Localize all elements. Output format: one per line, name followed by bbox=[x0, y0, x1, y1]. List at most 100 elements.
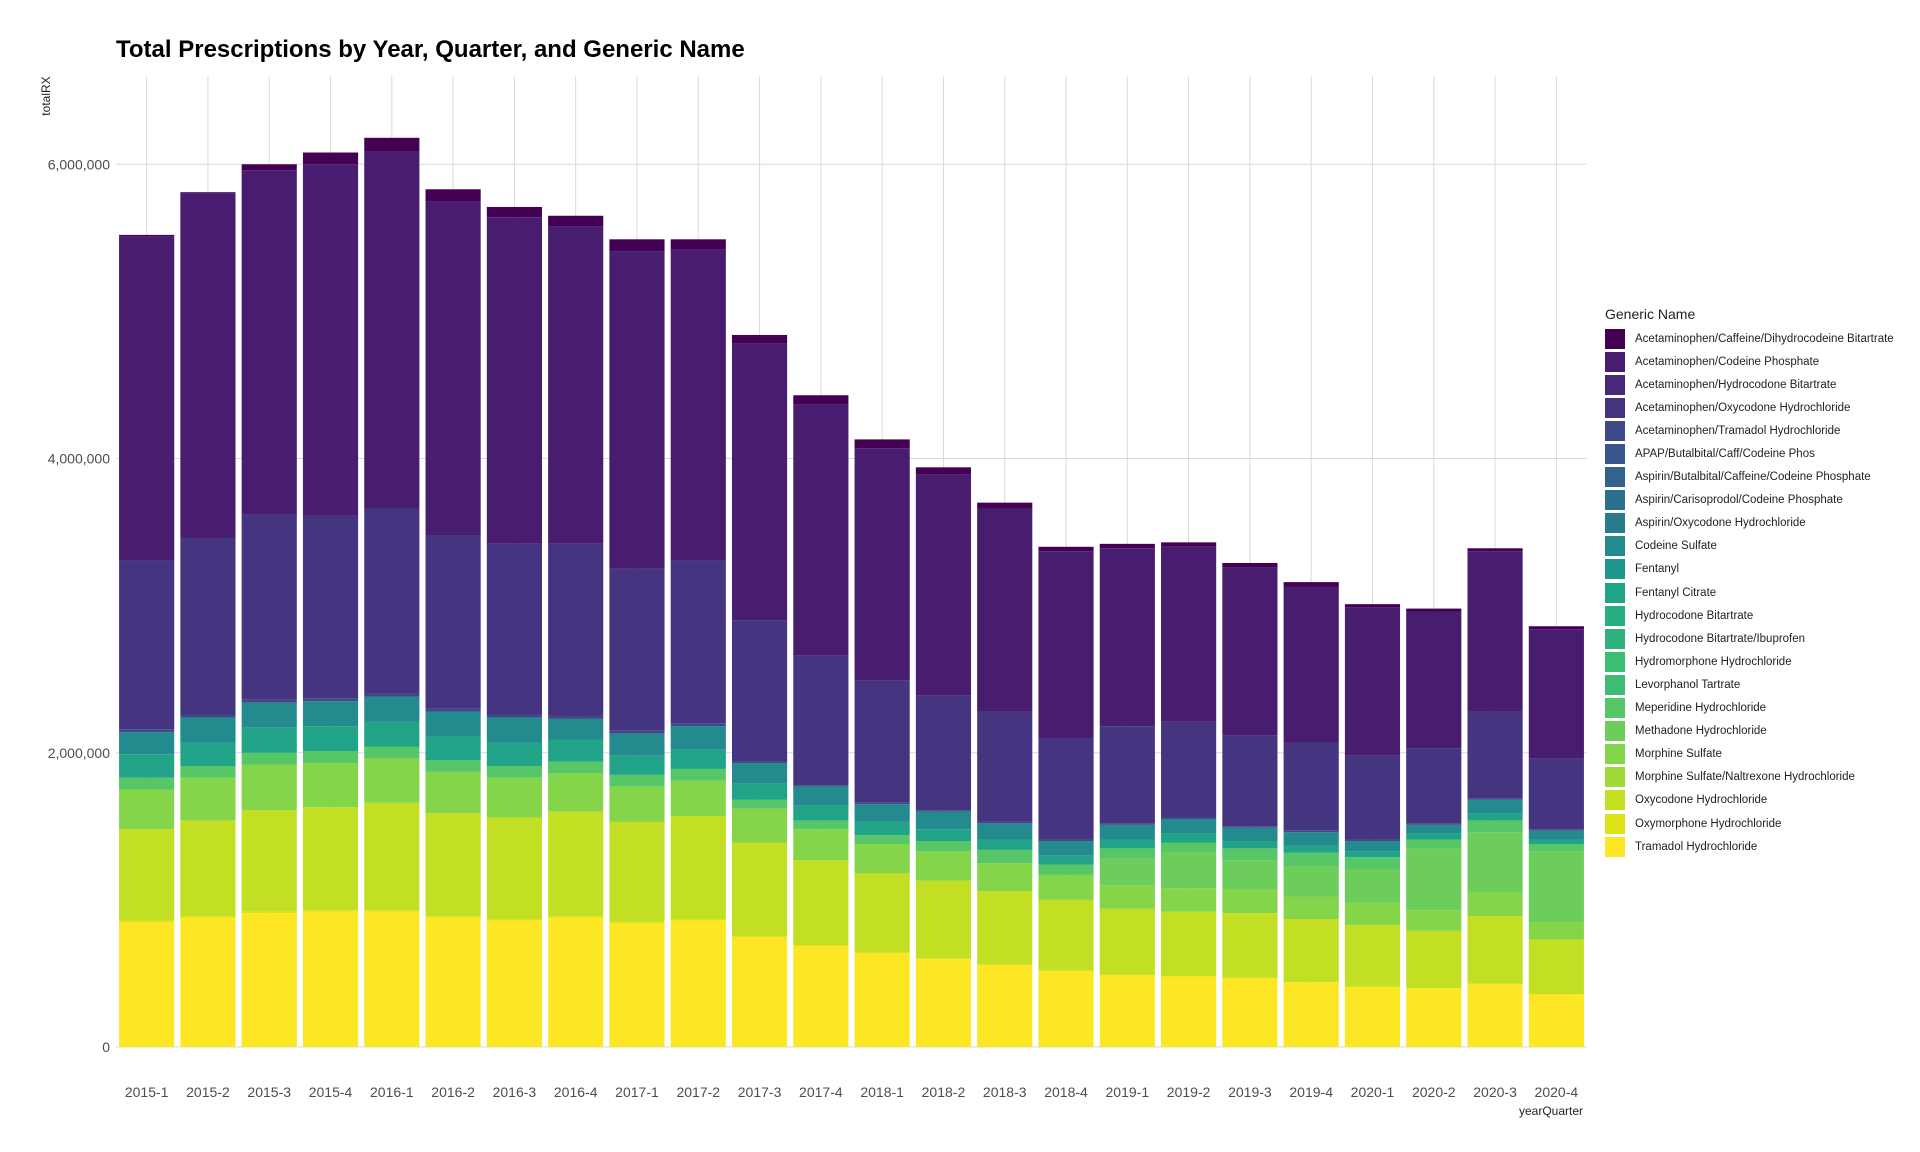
x-tick-label: 2020-1 bbox=[1351, 1084, 1395, 1100]
bar-segment bbox=[1038, 546, 1094, 552]
bar-segment bbox=[1528, 939, 1584, 995]
bar-segment bbox=[302, 751, 359, 764]
bar-segment bbox=[486, 920, 542, 1047]
bar-segment bbox=[364, 746, 420, 759]
bar-segment bbox=[977, 508, 1033, 712]
bar-segment bbox=[241, 514, 297, 700]
bar-segment bbox=[364, 910, 420, 912]
x-tick-label: 2016-2 bbox=[431, 1084, 475, 1100]
bar-segment bbox=[1528, 758, 1584, 830]
bar-segment bbox=[548, 761, 604, 774]
bar-segment bbox=[854, 804, 910, 822]
x-tick-label: 2019-2 bbox=[1167, 1084, 1211, 1100]
bar-segment bbox=[670, 919, 726, 921]
bar-segment bbox=[1038, 738, 1094, 840]
bar-segment bbox=[793, 829, 849, 861]
legend-swatch bbox=[1605, 651, 1625, 672]
bar-segment bbox=[486, 717, 542, 743]
legend-swatch bbox=[1605, 582, 1625, 603]
bar-segment bbox=[854, 680, 910, 803]
legend-swatch bbox=[1605, 628, 1625, 649]
bar-segment bbox=[1528, 830, 1584, 840]
bar-segment bbox=[915, 811, 972, 830]
x-tick-label: 2017-3 bbox=[738, 1084, 782, 1100]
bar-segment bbox=[670, 816, 726, 920]
bar-segment bbox=[731, 334, 788, 344]
legend-item: Aspirin/Carisoprodol/Codeine Phosphate bbox=[1605, 489, 1915, 512]
bar-segment bbox=[548, 917, 604, 1047]
bar-segment bbox=[793, 860, 849, 946]
bar-segment bbox=[1161, 976, 1217, 1047]
bar-segment bbox=[1038, 874, 1094, 900]
bar-segment bbox=[1406, 823, 1462, 825]
bar-segment bbox=[977, 839, 1033, 850]
bar-segment bbox=[241, 764, 297, 811]
legend-label: Methadone Hydrochloride bbox=[1635, 725, 1767, 738]
legend-swatch bbox=[1605, 374, 1625, 395]
bar-segment bbox=[1283, 919, 1339, 983]
bar-segment bbox=[119, 236, 175, 561]
legend-swatch bbox=[1605, 513, 1625, 534]
bar-segment bbox=[793, 655, 849, 786]
bar-segment bbox=[731, 620, 788, 762]
legend-swatch bbox=[1605, 490, 1625, 511]
bar-segment bbox=[180, 742, 236, 766]
bar-segment bbox=[180, 820, 236, 917]
bar-segment bbox=[1344, 857, 1401, 869]
bar-segment bbox=[977, 711, 1033, 822]
bar-segment bbox=[670, 768, 726, 781]
bar-segment bbox=[1528, 626, 1584, 630]
legend-title: Generic Name bbox=[1605, 306, 1696, 322]
bar-segment bbox=[1528, 829, 1584, 831]
bar-segment bbox=[1467, 820, 1523, 833]
bar-segment bbox=[1038, 839, 1094, 842]
bar-segment bbox=[1099, 839, 1155, 849]
legend-item: Levorphanol Tartrate bbox=[1605, 673, 1915, 696]
bar-segment bbox=[241, 699, 297, 703]
bar-segment bbox=[793, 786, 849, 806]
bar-segment bbox=[670, 920, 726, 1047]
bar-segment bbox=[1222, 567, 1278, 736]
x-tick-label: 2018-1 bbox=[860, 1084, 904, 1100]
x-tick-label: 2016-3 bbox=[493, 1084, 537, 1100]
bar-segment bbox=[1099, 824, 1155, 840]
x-tick-label: 2017-4 bbox=[799, 1084, 843, 1100]
bar-segment bbox=[241, 913, 297, 1047]
bar-segment bbox=[915, 851, 972, 881]
bar-segment bbox=[1283, 852, 1339, 867]
bar-segment bbox=[1406, 608, 1462, 612]
bar-segment bbox=[425, 535, 481, 709]
legend-item: Fentanyl Citrate bbox=[1605, 581, 1915, 604]
bar-segment bbox=[364, 508, 420, 694]
legend-item: Morphine Sulfate/Naltrexone Hydrochlorid… bbox=[1605, 766, 1915, 789]
x-tick-label: 2019-1 bbox=[1106, 1084, 1150, 1100]
legend-swatch bbox=[1605, 351, 1625, 372]
y-tick-label: 4,000,000 bbox=[48, 451, 110, 467]
legend-item: Meperidine Hydrochloride bbox=[1605, 697, 1915, 720]
bar-segment bbox=[854, 802, 910, 805]
bar-segment bbox=[180, 193, 236, 538]
bar-segment bbox=[1283, 582, 1339, 587]
legend-label: APAP/Butalbital/Caff/Codeine Phos bbox=[1635, 448, 1815, 461]
legend: Generic Name Acetaminophen/Caffeine/Dihy… bbox=[1605, 306, 1915, 858]
legend-swatch bbox=[1605, 767, 1625, 788]
bar-segment bbox=[1528, 851, 1584, 922]
bar-segment bbox=[1099, 823, 1155, 825]
bar-segment bbox=[302, 910, 359, 912]
bar-segment bbox=[180, 917, 236, 1047]
bar-segment bbox=[302, 807, 359, 911]
bar-segment bbox=[731, 763, 788, 784]
legend-swatch bbox=[1605, 674, 1625, 695]
y-tick-label: 6,000,000 bbox=[48, 156, 110, 172]
bar-segment bbox=[731, 936, 788, 1047]
bar-segment bbox=[1161, 546, 1217, 722]
x-tick-label: 2019-3 bbox=[1228, 1084, 1272, 1100]
x-tick-label: 2019-4 bbox=[1289, 1084, 1333, 1100]
legend-label: Acetaminophen/Tramadol Hydrochloride bbox=[1635, 424, 1841, 437]
legend-item: APAP/Butalbital/Caff/Codeine Phos bbox=[1605, 442, 1915, 465]
bar-segment bbox=[241, 170, 297, 515]
legend-item: Codeine Sulfate bbox=[1605, 535, 1915, 558]
bar-segment bbox=[425, 708, 481, 712]
